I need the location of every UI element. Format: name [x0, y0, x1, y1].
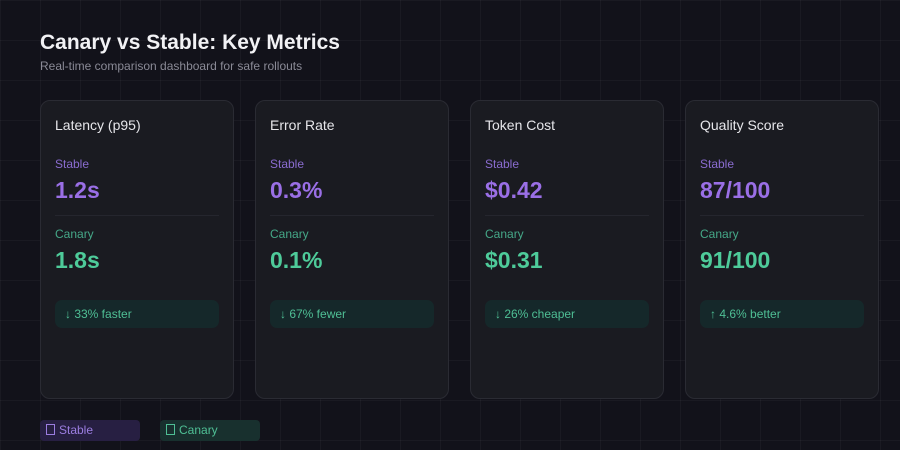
stable-label: Stable — [700, 157, 735, 171]
delta-badge: ↓ 33% faster — [55, 300, 219, 328]
legend-swatch — [166, 424, 175, 435]
legend-label: Stable — [59, 423, 94, 437]
legend-label: Canary — [179, 423, 218, 437]
stable-value: 87/100 — [700, 177, 771, 203]
stable-label: Stable — [55, 157, 90, 171]
card-title: Latency (p95) — [55, 117, 141, 133]
delta-badge: ↑ 4.6% better — [700, 300, 864, 328]
page-title: Canary vs Stable: Key Metrics — [40, 31, 340, 54]
metric-card: Error Rate Stable 0.3% Canary 0.1% ↓ 67% fewe… — [255, 100, 449, 399]
divider — [55, 215, 219, 216]
delta-badge: ↓ 26% cheaper — [485, 300, 649, 328]
metric-card: Quality Score Stable 87/100 Canary 91/100 ↑ 4… — [685, 100, 879, 399]
canary-value: 91/100 — [700, 247, 771, 273]
page-subtitle: Real-time comparison dashboard for safe … — [40, 59, 303, 73]
canary-label: Canary — [270, 227, 309, 241]
canary-label: Canary — [485, 227, 524, 241]
delta-badge: ↓ 67% fewer — [270, 300, 434, 328]
legend-swatch — [46, 424, 55, 435]
canary-value: 0.1% — [270, 247, 323, 273]
stable-value: 0.3% — [270, 177, 323, 203]
divider — [700, 215, 864, 216]
legend-stable: Stable — [40, 420, 140, 441]
legend-canary: Canary — [160, 420, 260, 441]
canary-label: Canary — [700, 227, 739, 241]
divider — [270, 215, 434, 216]
stable-label: Stable — [270, 157, 305, 171]
divider — [485, 215, 649, 216]
card-title: Error Rate — [270, 117, 335, 133]
stable-value: 1.2s — [55, 177, 100, 203]
canary-label: Canary — [55, 227, 94, 241]
canary-value: 1.8s — [55, 247, 100, 273]
stable-value: $0.42 — [485, 177, 543, 203]
canary-value: $0.31 — [485, 247, 543, 273]
metric-card: Latency (p95) Stable 1.2s Canary 1.8s ↓ 33% f… — [40, 100, 234, 399]
metric-card: Token Cost Stable $0.42 Canary $0.31 ↓ 26% ch… — [470, 100, 664, 399]
stable-label: Stable — [485, 157, 520, 171]
card-title: Quality Score — [700, 117, 785, 133]
card-title: Token Cost — [485, 117, 556, 133]
